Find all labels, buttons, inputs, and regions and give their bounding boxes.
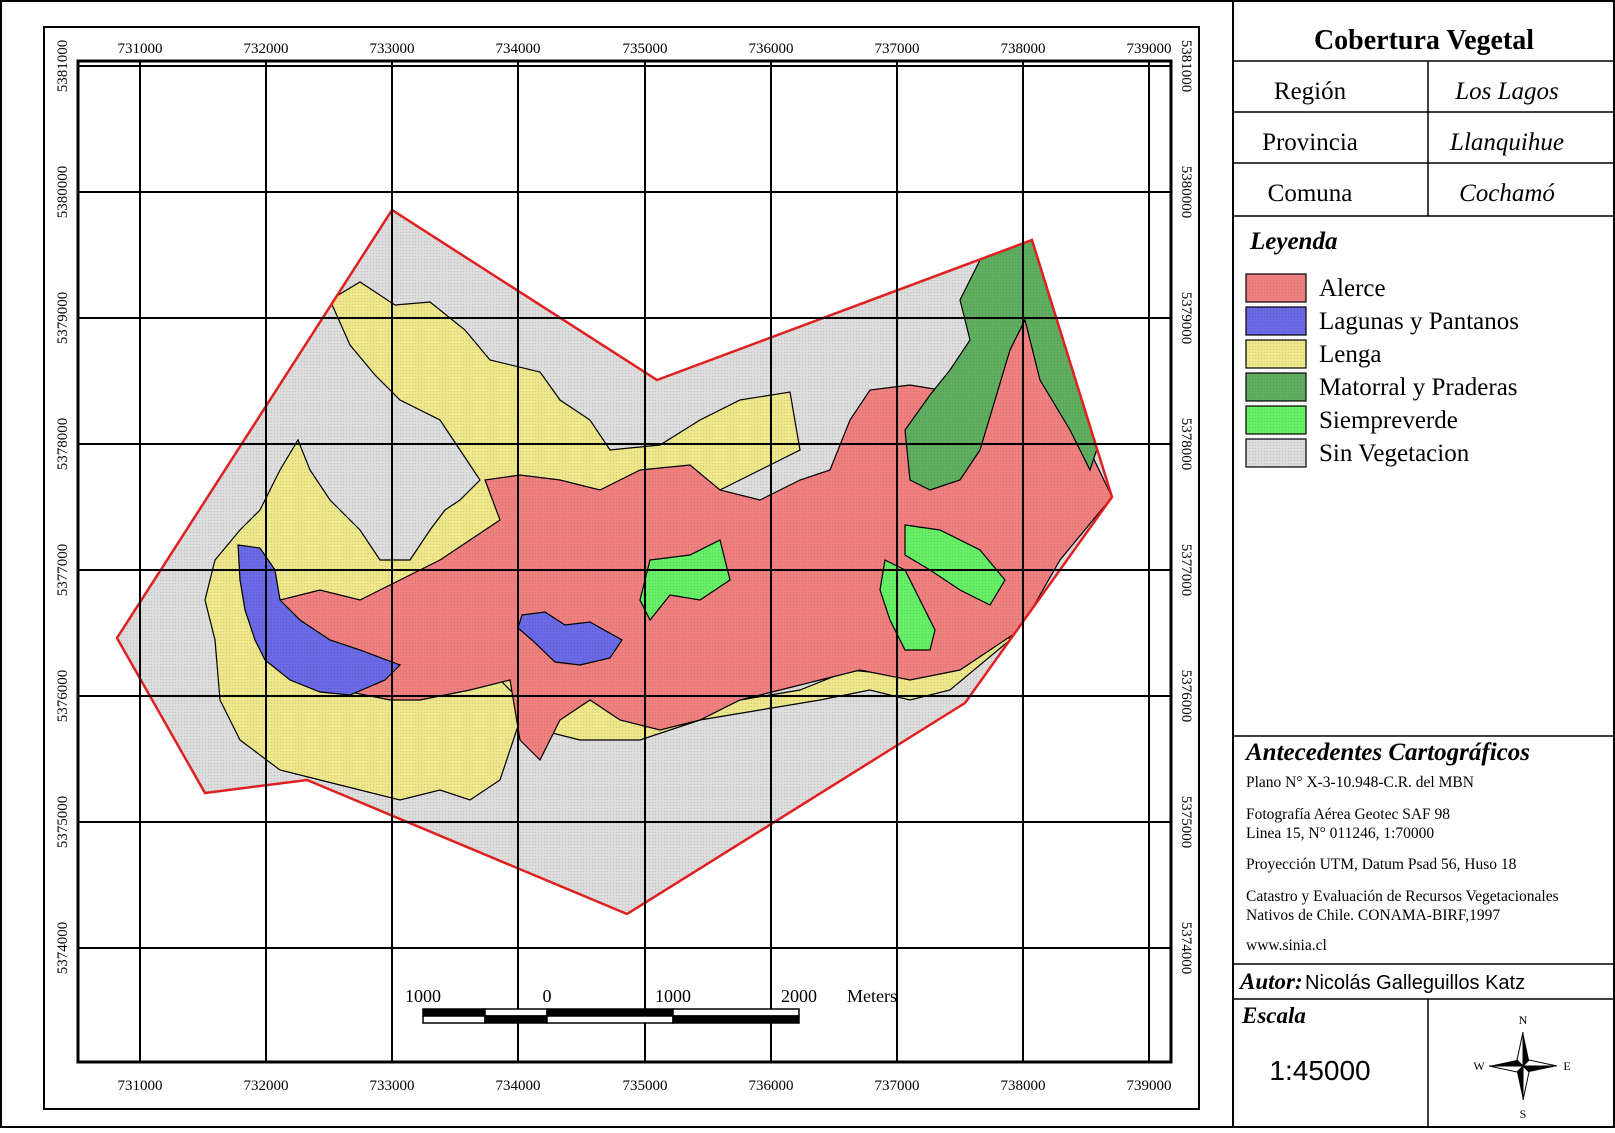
provincia-label: Provincia — [1262, 129, 1358, 156]
cartographic-line: Linea 15, N° 011246, 1:70000 — [1246, 825, 1434, 842]
author-label: Autor: — [1238, 969, 1303, 994]
easting-label: 738000 — [1001, 1078, 1046, 1094]
northing-label: 5376000 — [1178, 670, 1194, 723]
easting-label: 731000 — [118, 41, 163, 57]
easting-label: 732000 — [244, 41, 289, 57]
cartographic-line: www.sinia.cl — [1246, 937, 1327, 954]
scale-tick-label: 1000 — [655, 986, 691, 1006]
northing-labels-right: 5381000 5380000 5379000 5378000 5377000 … — [1178, 40, 1194, 975]
scale-tick-label: 2000 — [781, 986, 817, 1006]
scale-value: 1:45000 — [1269, 1055, 1370, 1086]
easting-label: 731000 — [118, 1078, 163, 1094]
northing-label: 5380000 — [1178, 166, 1194, 219]
region-label: Región — [1274, 78, 1347, 105]
scale-tick-label: 0 — [543, 986, 552, 1006]
northing-label: 5374000 — [1178, 922, 1194, 975]
easting-label: 737000 — [875, 41, 920, 57]
map-title: Cobertura Vegetal — [1314, 25, 1534, 56]
northing-label: 5379000 — [55, 292, 71, 345]
info-panel: Cobertura Vegetal Región Los Lagos Provi… — [1232, 1, 1615, 1127]
northing-label: 5381000 — [55, 40, 71, 93]
easting-label: 736000 — [749, 41, 794, 57]
legend-label-matorral: Matorral y Praderas — [1319, 374, 1518, 401]
scale-seg — [546, 1008, 674, 1017]
comuna-label: Comuna — [1268, 180, 1353, 207]
easting-label: 734000 — [496, 41, 541, 57]
scale-tick-label: 1000 — [405, 986, 441, 1006]
easting-label: 738000 — [1001, 41, 1046, 57]
easting-label: 732000 — [244, 1078, 289, 1094]
legend-label-sin-vegetacion: Sin Vegetacion — [1319, 440, 1470, 467]
legend-label-siempreverde: Siempreverde — [1319, 407, 1458, 434]
northing-label: 5377000 — [1178, 544, 1194, 597]
legend-swatch-texture — [1246, 274, 1306, 467]
region-value: Los Lagos — [1454, 78, 1559, 105]
legend-label-lenga: Lenga — [1319, 341, 1381, 368]
northing-label: 5376000 — [55, 670, 71, 723]
west-label: W — [1473, 1059, 1485, 1073]
cartographic-line: Nativos de Chile. CONAMA-BIRF,1997 — [1246, 907, 1500, 924]
easting-label: 739000 — [1127, 41, 1172, 57]
easting-label: 735000 — [623, 41, 668, 57]
cartographic-title: Antecedentes Cartográficos — [1244, 739, 1530, 766]
south-label: S — [1520, 1107, 1527, 1121]
scale-seg — [546, 1015, 674, 1024]
easting-labels-top: 731000 732000 733000 734000 735000 73600… — [118, 41, 1172, 57]
northing-label: 5374000 — [55, 922, 71, 975]
easting-label: 739000 — [1127, 1078, 1172, 1094]
north-label: N — [1519, 1013, 1528, 1027]
legend-title: Leyenda — [1249, 228, 1337, 255]
scale-seg — [422, 1008, 486, 1017]
scale-seg — [672, 1008, 800, 1017]
northing-label: 5380000 — [55, 166, 71, 219]
scale-seg — [672, 1015, 800, 1024]
easting-label: 737000 — [875, 1078, 920, 1094]
north-arrow-icon: N S E W — [1473, 1013, 1570, 1121]
scale-unit-label: Meters — [847, 986, 897, 1006]
cartographic-line: Plano N° X-3-10.948-C.R. del MBN — [1246, 774, 1474, 791]
cartographic-line: Catastro y Evaluación de Recursos Vegeta… — [1246, 888, 1559, 905]
easting-label: 736000 — [749, 1078, 794, 1094]
scale-bar: 1000 0 1000 2000 Meters — [405, 986, 897, 1024]
easting-labels-bottom: 731000 732000 733000 734000 735000 73600… — [118, 1078, 1172, 1094]
northing-label: 5379000 — [1178, 292, 1194, 345]
cartographic-line: Proyección UTM, Datum Psad 56, Huso 18 — [1246, 856, 1517, 873]
legend-label-alerce: Alerce — [1319, 275, 1386, 302]
scale-seg — [484, 1015, 548, 1024]
northing-label: 5378000 — [1178, 418, 1194, 471]
scale-seg — [422, 1015, 486, 1024]
provincia-value: Llanquihue — [1449, 129, 1564, 156]
legend-label-lagunas: Lagunas y Pantanos — [1319, 308, 1519, 335]
easting-label: 735000 — [623, 1078, 668, 1094]
northing-label: 5375000 — [55, 796, 71, 849]
northing-labels-left: 5381000 5380000 5379000 5378000 5377000 … — [55, 40, 71, 975]
study-area-boundary — [115, 208, 1114, 916]
coordinate-grid — [78, 61, 1171, 1062]
scale-seg — [484, 1008, 548, 1017]
author-name: Nicolás Galleguillos Katz — [1305, 972, 1525, 994]
scale-label: Escala — [1241, 1003, 1306, 1028]
comuna-value: Cochamó — [1459, 180, 1555, 207]
northing-label: 5378000 — [55, 418, 71, 471]
easting-label: 733000 — [370, 1078, 415, 1094]
northing-label: 5375000 — [1178, 796, 1194, 849]
northing-label: 5377000 — [55, 544, 71, 597]
northing-label: 5381000 — [1178, 40, 1194, 93]
cartographic-line: Fotografía Aérea Geotec SAF 98 — [1246, 806, 1450, 823]
east-label: E — [1563, 1059, 1570, 1073]
easting-label: 733000 — [370, 41, 415, 57]
easting-label: 734000 — [496, 1078, 541, 1094]
